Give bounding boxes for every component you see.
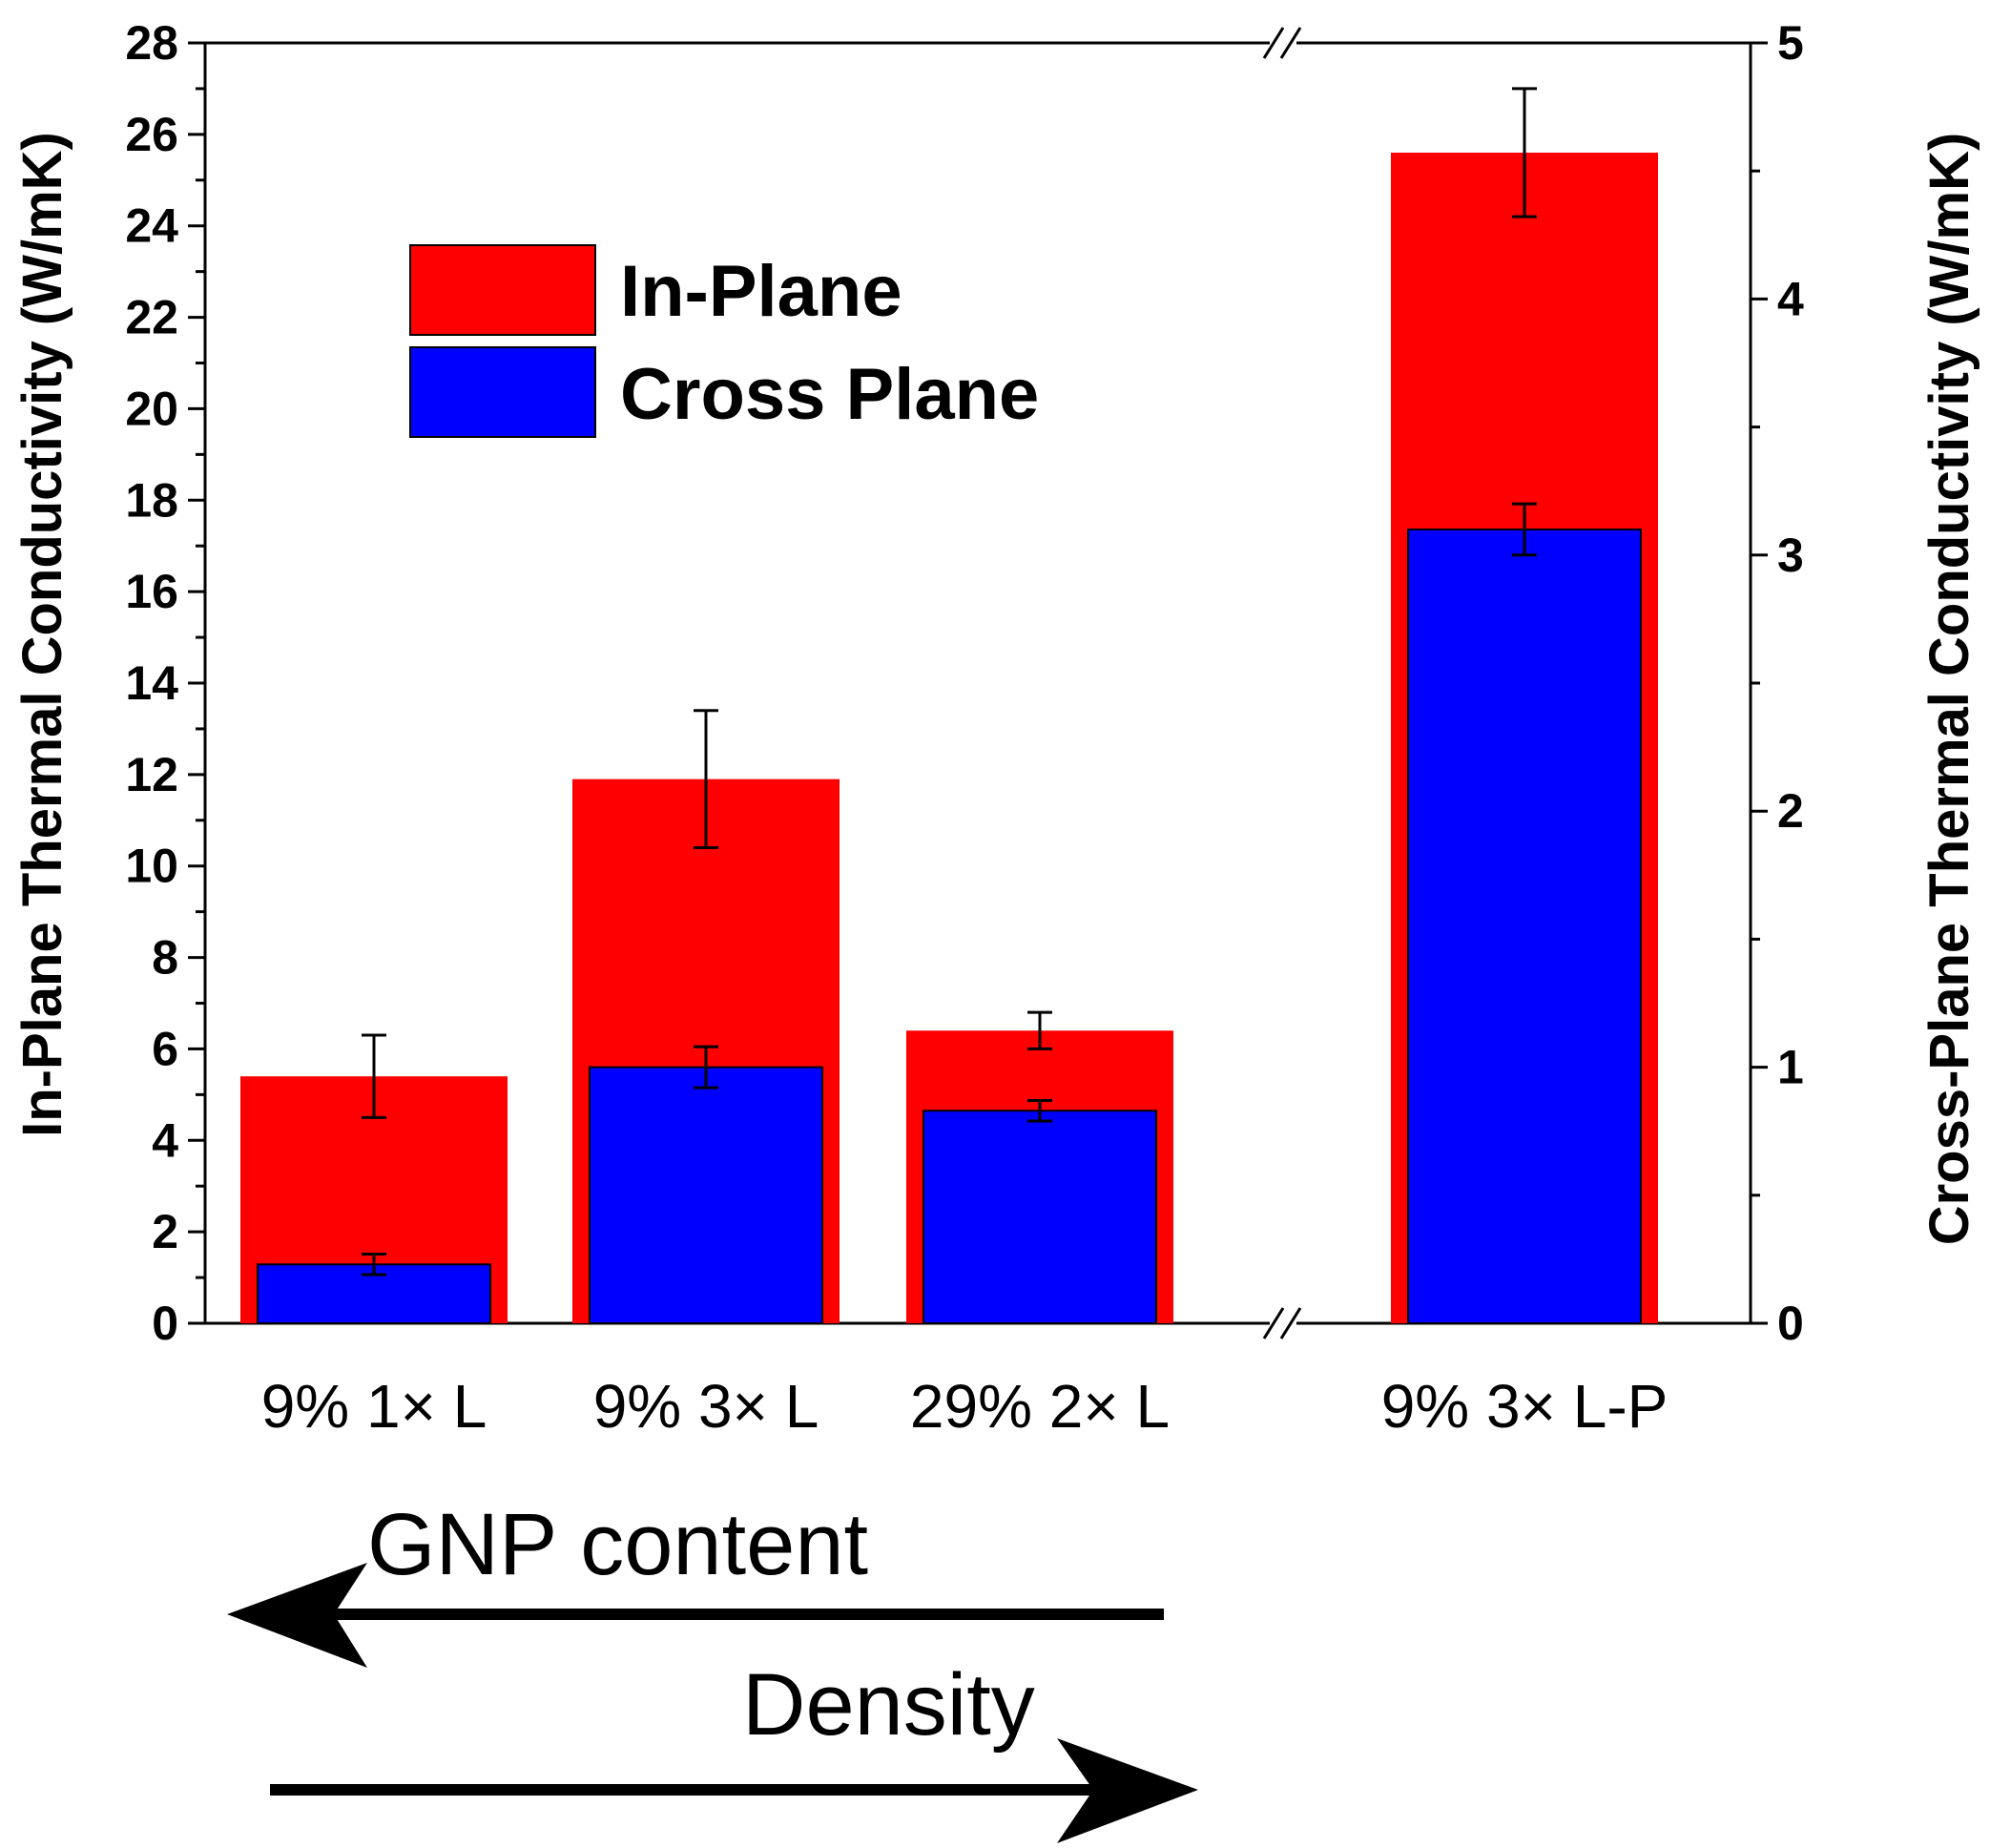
y-left-tick-label: 12 [125,748,178,801]
y-right-tick-label: 4 [1777,272,1804,325]
y-left-tick-label: 24 [125,199,178,253]
legend-label-in-plane: In-Plane [620,251,902,332]
y-left-tick-label: 14 [125,656,178,710]
category-label: 29% 2× L [910,1372,1170,1441]
y-left-tick-label: 10 [125,840,178,893]
annotations: GNP content Density [227,1496,1198,1843]
legend-label-cross-plane: Cross Plane [620,354,1039,435]
bars-layer [240,87,1658,1325]
y-left-tick-label: 6 [152,1022,178,1075]
gnp-content-arrow-head [227,1563,367,1668]
legend: In-Plane Cross Plane [409,244,1039,438]
category-label: 9% 1× L [261,1372,487,1441]
legend-swatch-in-plane [409,244,596,336]
y-left-tick-label: 2 [152,1205,178,1258]
axis-break-mark-bottom-2 [1279,1307,1302,1339]
density-arrow-head [1057,1738,1198,1843]
y-left-tick-label: 8 [152,931,178,985]
annotation-gnp-content: GNP content [367,1496,868,1593]
category-label: 9% 3× L [593,1372,819,1441]
y-left-tick-label: 16 [125,565,178,618]
y-left-tick-label: 26 [125,108,178,161]
y-right-tick-label: 3 [1777,529,1804,582]
y-left-tick-label: 18 [125,473,178,527]
bar-cross-plane [1407,528,1642,1324]
bar-cross-plane [922,1110,1157,1325]
bar-cross-plane [257,1263,491,1324]
annotation-density: Density [742,1656,1035,1754]
y-axis-title-left: In-Plane Thermal Conductivity (W/mK) [11,132,73,1137]
y-axis-title-right: Cross-Plane Thermal Conductivity (W/mK) [1918,133,1980,1246]
y-left-tick-label: 4 [152,1113,178,1167]
y-right-tick-label: 2 [1777,784,1804,838]
y-right-tick-label: 5 [1777,16,1804,70]
y-right-tick-label: 1 [1777,1041,1804,1094]
axis-break-mark-top-1 [1262,27,1285,59]
y-left-tick-label: 22 [125,291,178,344]
axis-break-mark-top-2 [1279,27,1302,59]
y-left-tick-label: 0 [152,1297,178,1350]
y-right-tick-label: 0 [1777,1297,1804,1350]
axis-break-mark-bottom-1 [1262,1307,1285,1339]
y-left-tick-label: 28 [125,16,178,70]
category-label: 9% 3× L-P [1381,1372,1669,1441]
legend-swatch-cross-plane [409,346,596,438]
labels-layer: 9% 1× L 9% 3× L 29% 2× L 9% 3× L-P [261,1372,1669,1441]
bar-cross-plane [589,1066,823,1324]
y-left-tick-label: 20 [125,382,178,435]
